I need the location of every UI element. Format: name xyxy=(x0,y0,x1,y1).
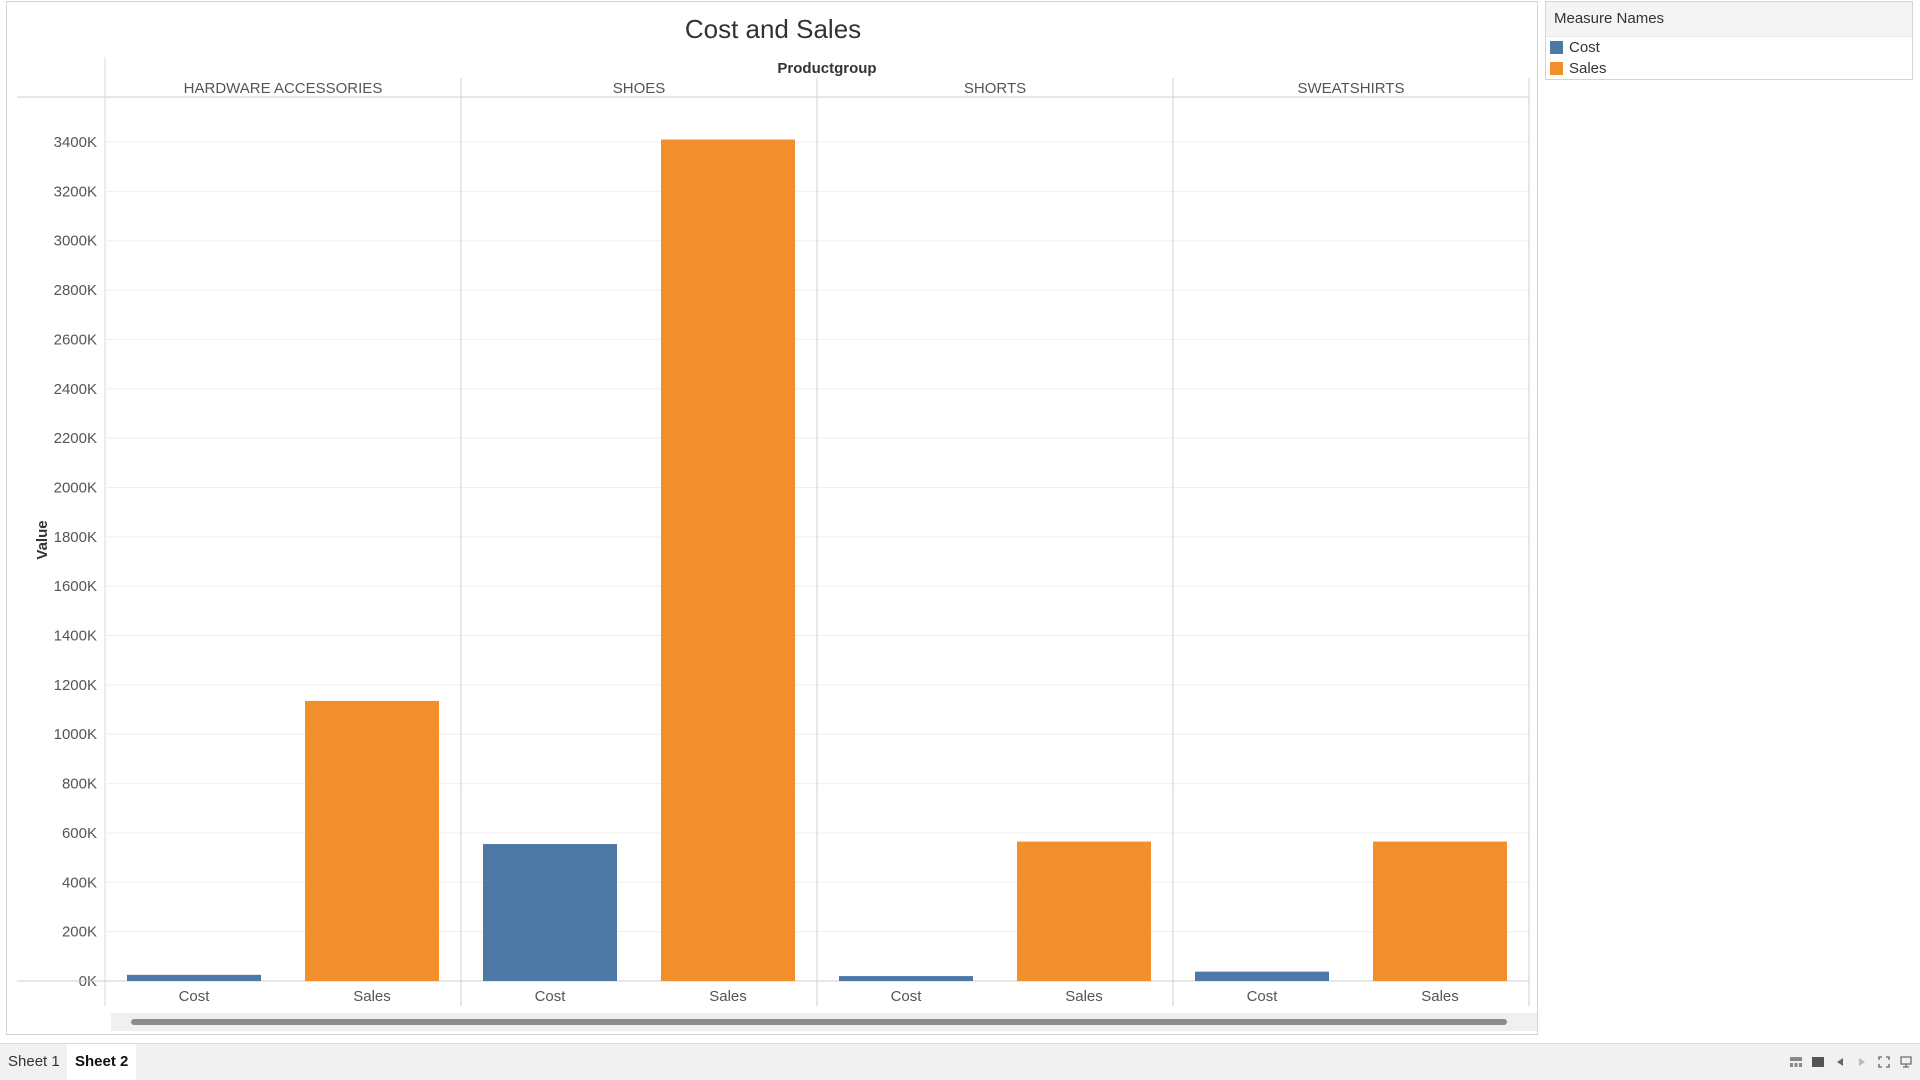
y-tick-label: 2400K xyxy=(54,381,97,398)
legend-item-cost[interactable]: Cost xyxy=(1546,37,1912,58)
bar-cost xyxy=(1195,971,1329,981)
x-tick-label: Cost xyxy=(891,988,923,1005)
presentation-mode-icon[interactable] xyxy=(1899,1055,1912,1068)
chart-title: Cost and Sales xyxy=(684,14,862,44)
horizontal-scrollbar[interactable] xyxy=(111,1013,1537,1031)
y-tick-label: 1200K xyxy=(54,677,97,694)
bar-cost xyxy=(839,976,973,981)
bar-sales xyxy=(1017,841,1151,981)
y-tick-label: 3000K xyxy=(54,233,97,250)
pane-sweatshirts: SWEATSHIRTS Cost Sales xyxy=(1195,78,1530,1006)
y-tick-label: 400K xyxy=(62,874,97,891)
y-tick-label: 2000K xyxy=(54,479,97,496)
legend-swatch-sales xyxy=(1550,62,1563,75)
y-tick-label: 2600K xyxy=(54,331,97,348)
scroll-right-icon[interactable] xyxy=(1855,1056,1868,1067)
bar-cost xyxy=(483,844,617,981)
tab-sheet-2[interactable]: Sheet 2 xyxy=(67,1044,137,1080)
y-tick-label: 1800K xyxy=(54,529,97,546)
pane-shorts: SHORTS Cost Sales xyxy=(839,78,1174,1006)
bar-sales xyxy=(1373,841,1507,981)
y-tick-label: 1000K xyxy=(54,726,97,743)
y-tick-label: 600K xyxy=(62,825,97,842)
y-axis-label: Value xyxy=(34,520,51,559)
x-tick-label: Cost xyxy=(179,988,211,1005)
y-tick-label: 1600K xyxy=(54,578,97,595)
y-tick-label: 2800K xyxy=(54,282,97,299)
x-tick-label: Cost xyxy=(1247,988,1279,1005)
legend-title: Measure Names xyxy=(1546,2,1912,37)
chart-svg: Productgroup0K200K400K600K800K1000K1200K… xyxy=(17,57,1530,1006)
x-tick-label: Sales xyxy=(353,988,391,1005)
pane-header: HARDWARE ACCESSORIES xyxy=(184,80,383,97)
scrollbar-thumb[interactable] xyxy=(131,1019,1507,1025)
y-tick-label: 2200K xyxy=(54,430,97,447)
x-tick-label: Sales xyxy=(1065,988,1103,1005)
bar-sales xyxy=(305,700,439,981)
tab-sheet-1[interactable]: Sheet 1 xyxy=(8,1053,60,1070)
pane-hardware-accessories: HARDWARE ACCESSORIES Cost Sales xyxy=(127,78,462,1006)
pane-header: SHOES xyxy=(613,80,666,97)
bar-sales xyxy=(661,139,795,981)
x-tick-label: Sales xyxy=(1421,988,1459,1005)
pane-header: SWEATSHIRTS xyxy=(1298,80,1405,97)
legend: Measure Names Cost Sales xyxy=(1545,1,1913,80)
pane-header: SHORTS xyxy=(964,80,1026,97)
viz-frame: Cost and Sales Productgroup 0K 200K 400K 600… xyxy=(6,1,1538,1035)
y-tick-label: 800K xyxy=(62,776,97,793)
legend-label-cost: Cost xyxy=(1569,39,1600,56)
tab-controls xyxy=(1789,1055,1912,1068)
y-tick-label: 3200K xyxy=(54,183,97,200)
legend-swatch-cost xyxy=(1550,41,1563,54)
y-tick-label: 1400K xyxy=(54,628,97,645)
y-tick-label: 200K xyxy=(62,924,97,941)
y-tick-label: 3400K xyxy=(54,134,97,151)
column-header: Productgroup xyxy=(777,60,876,77)
pane-shoes: SHOES Cost Sales xyxy=(483,78,818,1006)
sheet-tab-bar: Sheet 1 Sheet 2 xyxy=(0,1043,1920,1080)
legend-item-sales[interactable]: Sales xyxy=(1546,58,1912,79)
legend-label-sales: Sales xyxy=(1569,60,1607,77)
scroll-left-icon[interactable] xyxy=(1833,1056,1846,1067)
show-filmstrip-icon[interactable] xyxy=(1789,1056,1802,1067)
show-sheet-icon[interactable] xyxy=(1811,1056,1824,1067)
x-tick-label: Cost xyxy=(535,988,567,1005)
x-tick-label: Sales xyxy=(709,988,747,1005)
fullscreen-icon[interactable] xyxy=(1877,1055,1890,1068)
bar-cost xyxy=(127,974,261,981)
